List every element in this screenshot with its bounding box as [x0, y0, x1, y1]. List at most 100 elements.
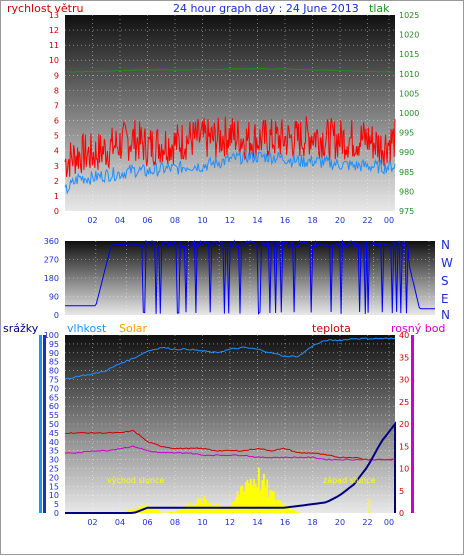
humidity-legend-label: vlhkost	[67, 322, 107, 335]
compass-label-n-bottom: N	[441, 308, 450, 322]
humidity-tick-label: 15	[49, 482, 59, 491]
time-tick-label: 06	[142, 216, 152, 225]
solar-bar	[271, 491, 273, 513]
solar-bar	[204, 496, 206, 513]
time-tick-label: 04	[115, 518, 125, 527]
solar-bar	[296, 512, 298, 513]
time-tick-label: 00	[384, 216, 394, 225]
rain-axis-label: srážky	[3, 322, 39, 335]
temp-tick-label: 30	[399, 376, 409, 385]
humidity-tick-label: 20	[49, 473, 59, 482]
dew-axis-bar	[411, 335, 414, 513]
chart-title: 24 hour graph day : 24 June 2013	[173, 2, 359, 15]
time-tick-label: 10	[197, 216, 207, 225]
time-tick-label: 16	[280, 216, 290, 225]
solar-bar	[235, 497, 237, 513]
time-tick-label: 14	[252, 216, 262, 225]
humidity-tick-label: 70	[49, 384, 59, 393]
wind-tick-label: 2	[54, 177, 59, 186]
solar-bar	[187, 505, 189, 513]
pressure-tick-label: 990	[399, 148, 414, 157]
temp-tick-label: 35	[399, 353, 409, 362]
wind-tick-label: 10	[49, 56, 59, 65]
compass-label-e: E	[441, 292, 449, 306]
solar-bar	[199, 500, 201, 513]
temp-legend-label: teplota	[312, 322, 351, 335]
dew-point-legend-label: rosný bod	[391, 322, 445, 335]
temp-tick-label: 0	[399, 509, 404, 518]
solar-bar	[228, 508, 230, 513]
pressure-tick-label: 995	[399, 129, 414, 138]
wind-tick-label: 11	[49, 41, 59, 50]
solar-bar	[240, 487, 242, 514]
wind-tick-label: 4	[54, 147, 59, 156]
solar-bar	[265, 488, 267, 513]
humidity-tick-label: 5	[54, 500, 59, 509]
humidity-tick-label: 95	[49, 340, 59, 349]
solar-bar	[285, 508, 287, 513]
sunrise-annotation: východ slunce	[107, 476, 164, 485]
direction-tick-label: 270	[44, 256, 59, 265]
humidity-tick-label: 25	[49, 465, 59, 474]
time-tick-label: 08	[170, 518, 180, 527]
solar-bar	[148, 508, 150, 513]
solar-bar	[293, 510, 295, 513]
time-tick-label: 02	[87, 216, 97, 225]
humidity-tick-label: 55	[49, 411, 59, 420]
solar-bar	[171, 512, 173, 513]
temp-tick-label: 15	[399, 442, 409, 451]
pressure-tick-label: 975	[399, 207, 414, 216]
pressure-tick-label: 985	[399, 168, 414, 177]
solar-bar	[256, 488, 258, 513]
wind-pressure-panel	[65, 15, 395, 211]
wind-tick-label: 0	[54, 207, 59, 216]
solar-bar	[169, 512, 171, 513]
solar-bar	[174, 512, 176, 514]
direction-tick-label: 90	[49, 293, 59, 302]
solar-bar	[289, 510, 291, 514]
humidity-tick-label: 65	[49, 393, 59, 402]
wind-tick-label: 6	[54, 117, 59, 126]
temp-tick-label: 10	[399, 465, 409, 474]
solar-bar	[166, 513, 168, 514]
solar-bar	[197, 498, 199, 513]
solar-bar	[181, 510, 183, 513]
solar-bar	[242, 485, 244, 513]
pressure-tick-label: 1020	[399, 31, 419, 40]
solar-bar	[288, 508, 290, 513]
time-tick-label: 04	[115, 216, 125, 225]
time-tick-label: 12	[225, 518, 235, 527]
wind-tick-label: 5	[54, 132, 59, 141]
solar-bar	[291, 510, 293, 513]
time-tick-label: 20	[335, 216, 345, 225]
time-tick-label: 18	[307, 518, 317, 527]
solar-bar	[294, 511, 296, 513]
pressure-tick-label: 980	[399, 187, 414, 196]
humidity-tick-label: 85	[49, 358, 59, 367]
solar-bar	[172, 512, 174, 513]
humidity-tick-label: 90	[49, 349, 59, 358]
humidity-tick-label: 35	[49, 447, 59, 456]
solar-bar	[176, 511, 178, 513]
time-tick-label: 16	[280, 518, 290, 527]
wind-tick-label: 9	[54, 71, 59, 80]
solar-bar	[238, 495, 240, 513]
solar-bar	[273, 492, 275, 513]
solar-bar	[251, 485, 253, 513]
pressure-tick-label: 1025	[399, 11, 419, 20]
solar-bar	[152, 509, 154, 513]
time-tick-label: 10	[197, 518, 207, 527]
wind-tick-label: 3	[54, 162, 59, 171]
pressure-tick-label: 1015	[399, 50, 419, 59]
time-tick-label: 02	[87, 518, 97, 527]
humidity-tick-label: 75	[49, 376, 59, 385]
compass-label-n-top: N	[441, 238, 450, 252]
humidity-tick-label: 45	[49, 429, 59, 438]
humidity-tick-label: 50	[49, 420, 59, 429]
time-tick-label: 00	[384, 518, 394, 527]
time-tick-label: 14	[252, 518, 262, 527]
solar-bar	[369, 499, 371, 513]
temp-tick-label: 5	[399, 487, 404, 496]
humidity-tick-label: 10	[49, 491, 59, 500]
